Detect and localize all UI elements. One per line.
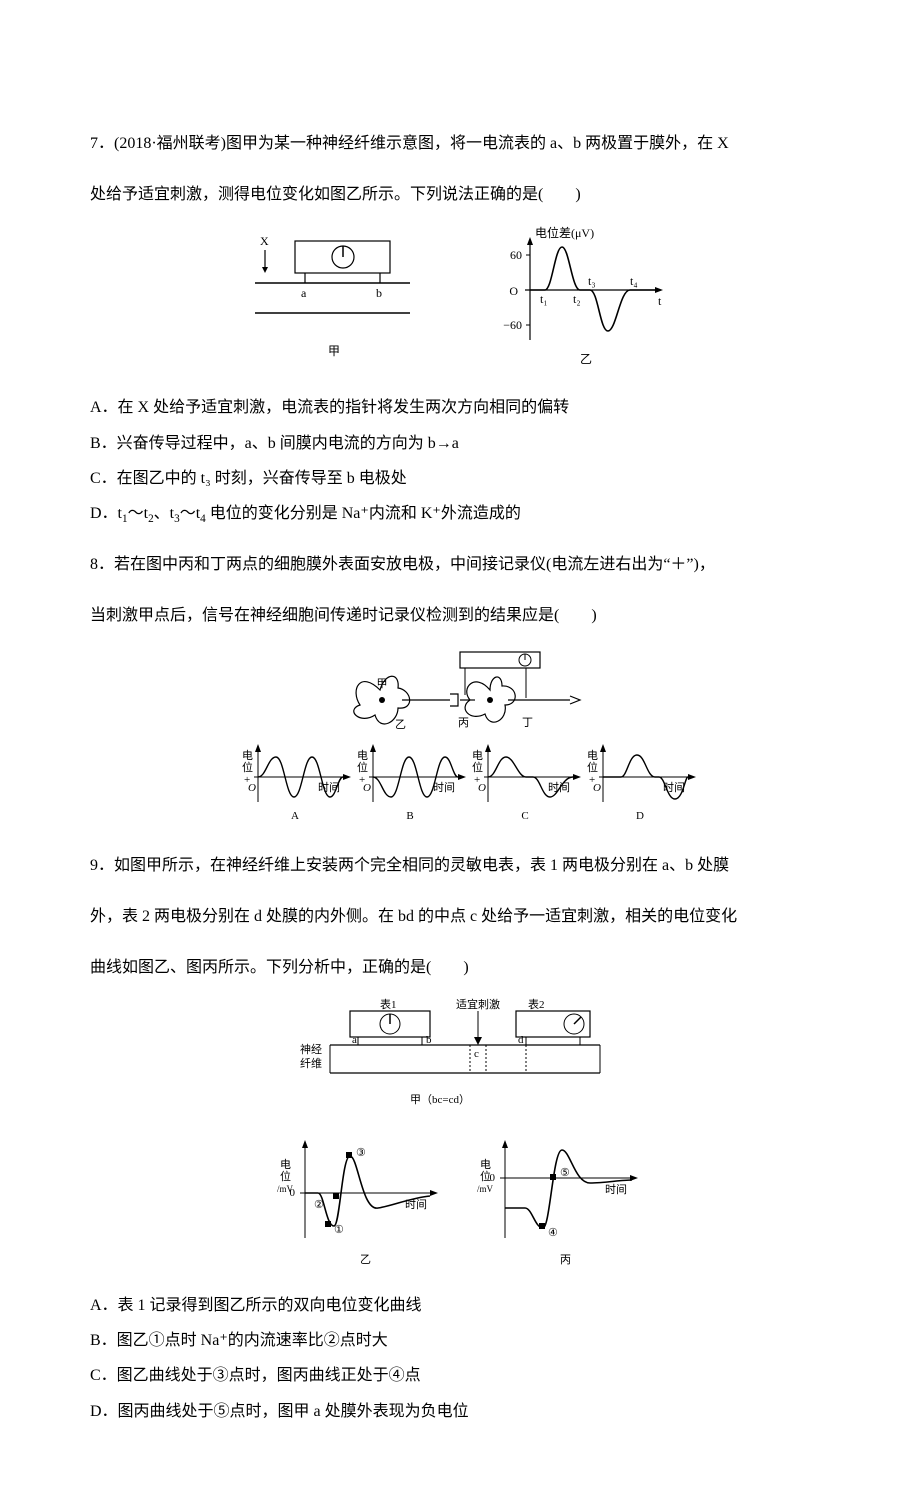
q9-bing-zero: 0	[490, 1172, 496, 1184]
q7-fig-O: O	[509, 284, 518, 298]
q9-m5: ⑤	[560, 1167, 570, 1179]
svg-text:位: 位	[587, 760, 598, 774]
q7-opt-c: C．在图乙中的 t₃ 时刻，兴奋传导至 b 电极处	[90, 461, 830, 496]
svg-text:时间: 时间	[433, 781, 455, 794]
q7-fig-b: b	[376, 286, 382, 300]
q7-fig-ylabel: 电位差(μV)	[535, 225, 594, 240]
q7-fig-t: t	[658, 294, 662, 308]
q9-fig-biao1: 表1	[380, 997, 397, 1011]
svg-text:电: 电	[242, 749, 253, 762]
q8-fig-ding: 丁	[522, 717, 533, 729]
q7-opt-d: D．t1～t2、t3～t4 电位的变化分别是 Na⁺内流和 K⁺外流造成的	[90, 496, 830, 531]
q9-fig-d: d	[518, 1034, 524, 1046]
q9-fig-fiber: 纤维	[300, 1057, 322, 1070]
q7-opt-a: A．在 X 处给予适宜刺激，电流表的指针将发生两次方向相同的偏转	[90, 390, 830, 425]
q7-fig-t4: t₄	[630, 274, 638, 288]
q9-m3: ③	[356, 1147, 366, 1159]
svg-text:O: O	[478, 782, 486, 794]
q7-fig-t2: t₂	[573, 292, 581, 306]
q9-opt-d: D．图丙曲线处于⑤点时，图甲 a 处膜外表现为负电位	[90, 1394, 830, 1429]
q8-fig-jia: 甲	[377, 678, 388, 690]
svg-text:O: O	[593, 782, 601, 794]
q9-m2: ②	[314, 1199, 324, 1211]
svg-text:电: 电	[472, 749, 483, 762]
q9-yi-ylabel2: 位	[280, 1169, 291, 1183]
svg-text:位: 位	[357, 760, 368, 774]
q8-figure: 甲 乙 丙 丁	[90, 642, 830, 832]
q9-yi-zero: 0	[290, 1187, 296, 1199]
svg-text:时间: 时间	[548, 781, 570, 794]
q9-fig-c: c	[474, 1048, 479, 1060]
q7-stem-2: 处给予适宜刺激，测得电位变化如图乙所示。下列说法正确的是( )	[90, 177, 830, 212]
q9-figure-jia: 神经 纤维 表1 a b 适宜刺激 c 表2	[90, 993, 830, 1118]
svg-text:电: 电	[587, 749, 598, 762]
q7-stem-1: 7．(2018·福州联考)图甲为某一种神经纤维示意图，将一电流表的 a、b 两极…	[90, 126, 830, 161]
svg-text:O: O	[248, 782, 256, 794]
q9-opt-c: C．图乙曲线处于③点时，图丙曲线正处于④点	[90, 1358, 830, 1393]
q8-fig-bing: 丙	[458, 717, 469, 729]
q9-figure-yi-bing: 电 位 /mV 0 时间 ① ② ③ 乙	[90, 1128, 830, 1278]
svg-text:位: 位	[472, 760, 483, 774]
q7-opt-b: B．兴奋传导过程中，a、b 间膜内电流的方向为 b→a	[90, 426, 830, 461]
svg-text:O: O	[363, 782, 371, 794]
q8-stem-2: 当刺激甲点后，信号在神经细胞间传递时记录仪检测到的结果应是( )	[90, 598, 830, 633]
q9-opt-a: A．表 1 记录得到图乙所示的双向电位变化曲线	[90, 1288, 830, 1323]
q9-fig-b: b	[426, 1034, 432, 1046]
q9-stem-1: 9．如图甲所示，在神经纤维上安装两个完全相同的灵敏电表，表 1 两电极分别在 a…	[90, 848, 830, 883]
q9-stem-2: 外，表 2 两电极分别在 d 处膜的内外侧。在 bd 的中点 c 处给予一适宜刺…	[90, 899, 830, 934]
q7-fig-y1: 60	[510, 248, 522, 262]
q7-fig-y2: −60	[503, 318, 522, 332]
q9-bing-ylabel3: /mV	[477, 1184, 494, 1194]
q9-fig-nerve: 神经	[300, 1042, 322, 1056]
q9-bing-ylabel1: 电	[480, 1158, 491, 1171]
q9-yi-ylabel1: 电	[280, 1158, 291, 1171]
q8-mini-label: C	[521, 810, 528, 822]
q9-stem-3: 曲线如图乙、图丙所示。下列分析中，正确的是( )	[90, 950, 830, 985]
q8-fig-yi: 乙	[395, 718, 406, 731]
q9-m4: ④	[548, 1227, 558, 1239]
q7-figure: X a b 甲 电位差(μV)	[90, 220, 830, 380]
q9-m1: ①	[334, 1224, 344, 1236]
q8-mini-label: A	[291, 810, 299, 822]
q7-fig-t1: t₁	[540, 292, 548, 306]
q9-fig-label-bing: 丙	[560, 1254, 571, 1266]
q9-bing-xlabel: 时间	[605, 1183, 627, 1196]
q8-mini-label: D	[636, 810, 644, 822]
q9-fig-biao2: 表2	[528, 997, 545, 1011]
q9-fig-label-yi: 乙	[360, 1253, 371, 1266]
svg-text:位: 位	[242, 760, 253, 774]
svg-text:电: 电	[357, 749, 368, 762]
q7-fig-X: X	[260, 234, 269, 248]
q9-fig-stim: 适宜刺激	[456, 997, 500, 1011]
q7-fig-label-yi: 乙	[580, 352, 592, 366]
q7-fig-t3: t₃	[588, 274, 596, 288]
q7-fig-a: a	[301, 286, 307, 300]
q7-fig-label-jia: 甲	[328, 344, 340, 358]
q9-fig-jianote: 甲（bc=cd）	[410, 1093, 470, 1106]
q8-stem-1: 8．若在图中丙和丁两点的细胞膜外表面安放电极，中间接记录仪(电流左进右出为“＋”…	[90, 547, 830, 582]
q9-opt-b: B．图乙①点时 Na⁺的内流速率比②点时大	[90, 1323, 830, 1358]
q9-fig-a: a	[352, 1034, 357, 1046]
q8-mini-label: B	[406, 810, 413, 822]
